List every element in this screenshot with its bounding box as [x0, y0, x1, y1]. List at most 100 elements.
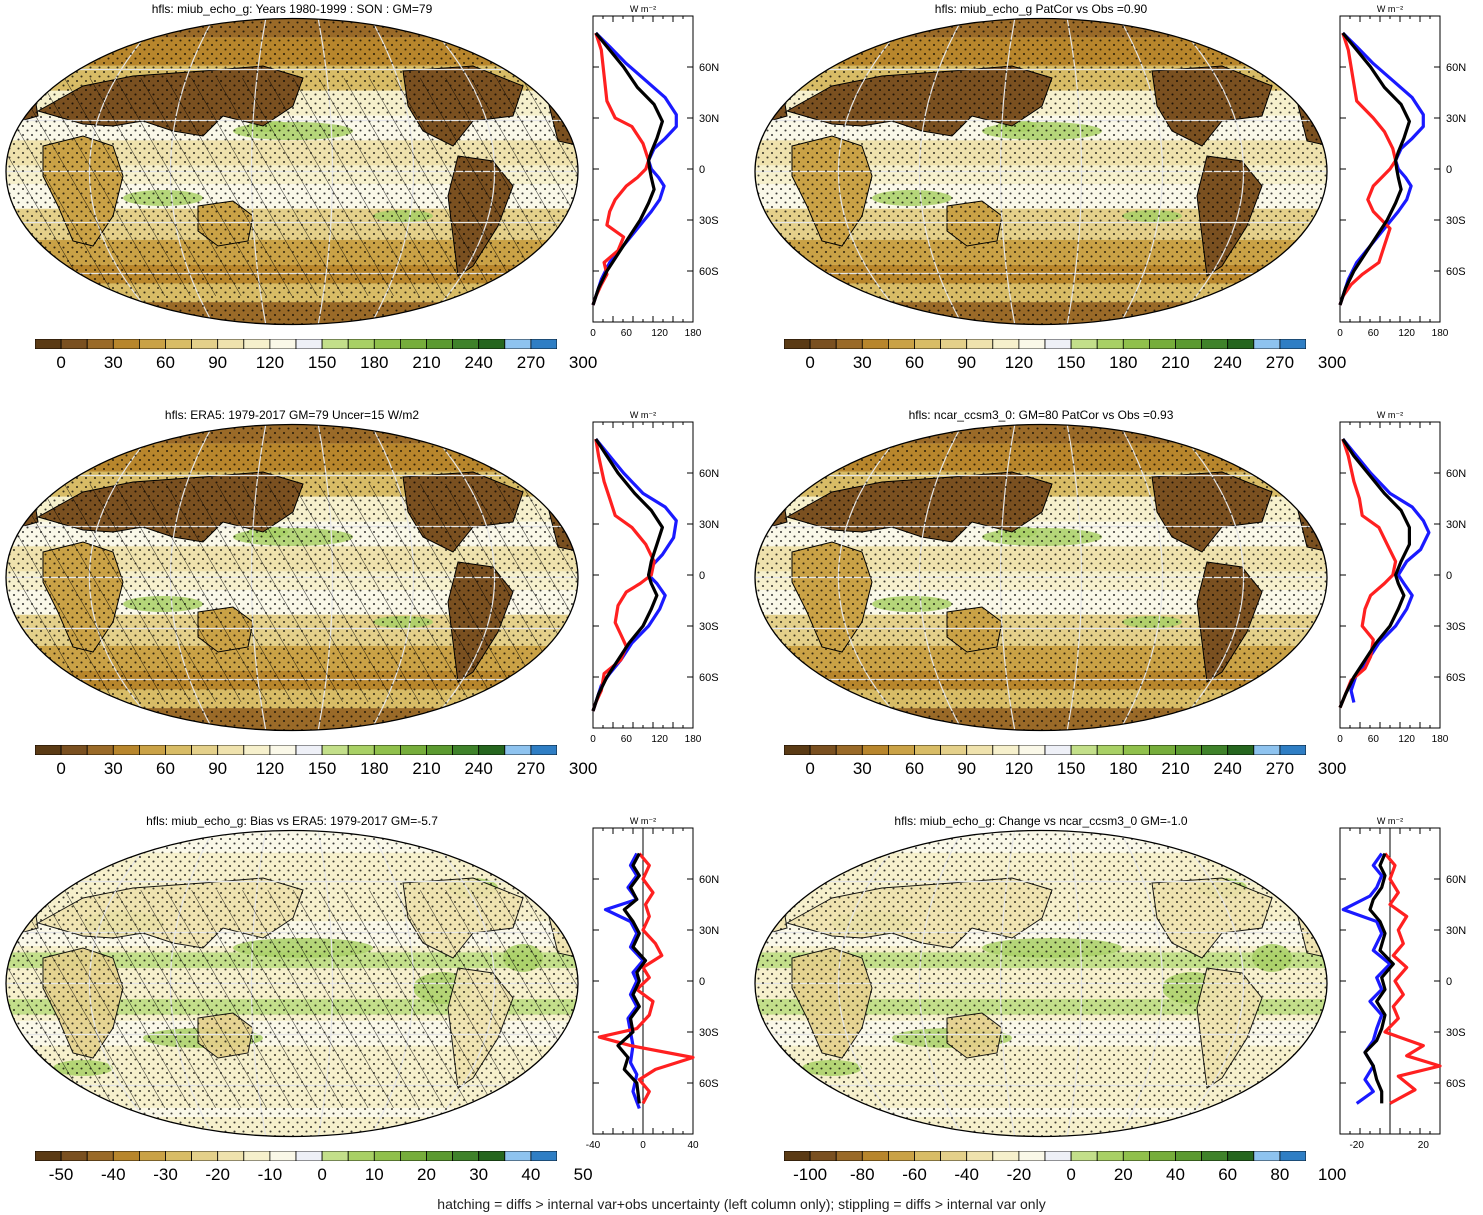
colorbar-swatch — [1201, 1151, 1229, 1161]
colorbar-swatch — [373, 339, 401, 349]
colorbar-swatch — [1070, 1151, 1098, 1161]
x-tick-label: 180 — [1432, 734, 1449, 745]
colorbar-tick-label: 50 — [573, 1165, 593, 1184]
colorbar-swatch — [269, 1151, 297, 1161]
colorbar-labels-5: -50 -40 -30 -20 -10 0 10 20 30 40 50 — [35, 1165, 593, 1187]
y-tick-label: 30N — [699, 925, 719, 937]
colorbar-tick-label: 150 — [1056, 353, 1086, 372]
colorbar-swatch — [35, 745, 62, 755]
colorbar-tick-label: -40 — [954, 1165, 979, 1184]
zonal-series-line — [591, 438, 656, 712]
colorbar-swatch — [1018, 339, 1046, 349]
colorbar-swatch — [1201, 745, 1229, 755]
colorbar-swatch — [530, 1151, 557, 1161]
colorbar-swatch — [426, 1151, 454, 1161]
y-tick-label: 60S — [699, 672, 719, 684]
colorbar-swatch — [165, 1151, 193, 1161]
colorbar-swatch — [399, 339, 427, 349]
colorbar-swatch — [914, 1151, 942, 1161]
y-tick-label: 30N — [1446, 925, 1466, 937]
colorbar-swatch — [530, 339, 557, 349]
colorbar-swatch — [452, 339, 480, 349]
colorbar-tick-label: 30 — [469, 1165, 489, 1184]
colorbar-swatch — [914, 339, 942, 349]
x-tick-label: 60 — [1368, 328, 1380, 339]
y-tick-label: 0 — [1446, 976, 1452, 988]
y-tick-label: 60N — [1446, 468, 1466, 480]
x-tick-label: 120 — [651, 734, 668, 745]
y-tick-label: 60S — [699, 1078, 719, 1090]
colorbar-swatch — [347, 745, 375, 755]
zonal-series-line — [1383, 852, 1442, 1105]
colorbar-swatch — [940, 745, 968, 755]
colorbar-3 — [35, 745, 557, 755]
y-tick-label: 30S — [1446, 215, 1466, 227]
colorbar-swatch — [399, 1151, 427, 1161]
x-tick-label: 0 — [590, 734, 596, 745]
colorbar-swatch — [1096, 1151, 1124, 1161]
colorbar-swatch — [426, 745, 454, 755]
figure-footnote: hatching = diffs > internal var+obs unce… — [437, 1196, 1046, 1212]
colorbar-swatch — [861, 745, 889, 755]
colorbar-swatch — [835, 1151, 863, 1161]
panel-title-3: hfls: ERA5: 1979-2017 GM=79 Uncer=15 W/m… — [164, 408, 420, 422]
x-tick-label: 180 — [685, 734, 702, 745]
colorbar-tick-label: 120 — [1004, 353, 1034, 372]
zonal-series-line — [1338, 438, 1398, 709]
colorbar-tick-label: 0 — [805, 353, 815, 372]
colorbar-swatch — [809, 339, 837, 349]
colorbar-swatch — [1096, 745, 1124, 755]
colorbar-1 — [35, 339, 557, 349]
world-map-6 — [754, 829, 1328, 1138]
colorbar-tick-label: 40 — [521, 1165, 541, 1184]
colorbar-swatch — [1070, 339, 1098, 349]
colorbar-tick-label: 150 — [307, 759, 337, 778]
colorbar-swatch — [478, 1151, 506, 1161]
x-tick-label: 120 — [1398, 328, 1415, 339]
colorbar-swatch — [888, 1151, 915, 1161]
world-map-4 — [754, 423, 1328, 732]
colorbar-swatch — [861, 1151, 889, 1161]
colorbar-tick-label: 180 — [360, 759, 389, 778]
colorbar-swatch — [269, 745, 297, 755]
colorbar-swatch — [992, 339, 1020, 349]
colorbar-swatch — [165, 339, 193, 349]
colorbar-tick-label: 210 — [1161, 759, 1190, 778]
colorbar-4 — [784, 745, 1306, 755]
panel-title-4: hfls: ncar_ccsm3_0: GM=80 PatCor vs Obs … — [908, 408, 1174, 422]
unit-label: W m⁻² — [630, 4, 656, 14]
colorbar-swatch — [426, 339, 454, 349]
colorbar-swatch — [1148, 339, 1176, 349]
colorbar-swatch — [86, 339, 114, 349]
colorbar-labels-6: -100 -80 -60 -40 -20 0 20 40 60 80 100 — [784, 1165, 1346, 1187]
panel-title-1: hfls: miub_echo_g: Years 1980-1999 : SON… — [151, 2, 433, 16]
world-map-2 — [754, 17, 1328, 326]
colorbar-tick-label: 90 — [208, 353, 228, 372]
colorbar-swatch — [940, 339, 968, 349]
colorbar-swatch — [992, 745, 1020, 755]
colorbar-tick-label: 20 — [417, 1165, 436, 1184]
colorbar-tick-label: 270 — [1265, 353, 1295, 372]
colorbar-tick-label: 240 — [1213, 759, 1242, 778]
x-tick-label: -40 — [586, 1140, 601, 1151]
y-tick-label: 60N — [699, 62, 719, 74]
colorbar-swatch — [191, 1151, 219, 1161]
colorbar-tick-label: -80 — [850, 1165, 875, 1184]
colorbar-tick-label: 240 — [1213, 353, 1242, 372]
colorbar-swatch — [1175, 1151, 1203, 1161]
panel-title-2: hfls: miub_echo_g PatCor vs Obs =0.90 — [934, 2, 1148, 16]
colorbar-swatch — [1279, 1151, 1306, 1161]
colorbar-tick-label: 180 — [1109, 759, 1138, 778]
panel-title-5: hfls: miub_echo_g: Bias vs ERA5: 1979-20… — [146, 814, 438, 828]
y-tick-label: 30N — [699, 113, 719, 125]
colorbar-labels-3: 0 30 60 90 120 150 180 210 240 270 300 — [35, 759, 597, 781]
zonal-mean-plot-2: W m⁻² 60N 30N 0 30S 60S 0 60 120 180 — [1337, 4, 1466, 339]
colorbar-swatch — [452, 745, 480, 755]
colorbar-tick-label: 0 — [1066, 1165, 1076, 1184]
colorbar-swatch — [139, 745, 166, 755]
colorbar-tick-label: 30 — [103, 759, 123, 778]
colorbar-swatch — [530, 745, 557, 755]
y-tick-label: 30S — [699, 215, 719, 227]
colorbar-tick-label: 80 — [1270, 1165, 1290, 1184]
colorbar-tick-label: 210 — [412, 759, 441, 778]
